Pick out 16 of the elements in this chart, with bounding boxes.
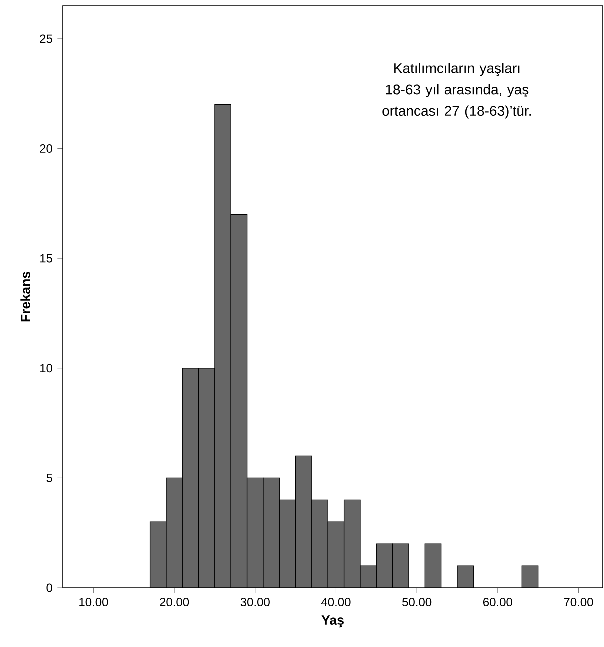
y-tick-label: 10	[40, 364, 52, 373]
x-tick-label: 20.00	[160, 598, 190, 607]
y-tick-label: 0	[46, 584, 52, 592]
x-tick-label: 70.00	[564, 598, 594, 607]
y-axis-title: Frekans	[20, 272, 30, 322]
x-tick-label: 30.00	[240, 598, 270, 607]
y-tick-label: 20	[40, 144, 52, 154]
y-tick-label: 15	[40, 254, 52, 263]
x-tick-label: 50.00	[402, 598, 432, 607]
y-tick-label: 5	[46, 474, 52, 482]
y-tick-label: 25	[40, 34, 52, 44]
x-tick-label: 10.00	[80, 598, 108, 607]
annotation: Katılımcıların yaşları 18-63 yıl arasında, yaş ortancası 27 (18-63)’tür.	[382, 63, 531, 119]
x-tick-label: 60.00	[483, 598, 512, 607]
x-axis-title: Yaş	[322, 616, 344, 628]
x-tick-label: 40.00	[321, 598, 351, 607]
